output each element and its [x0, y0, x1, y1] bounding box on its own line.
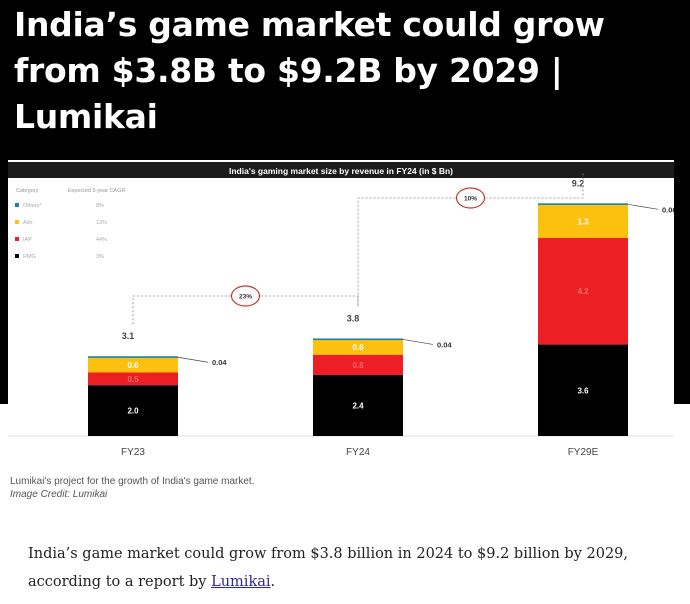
legend-label-rmg: RMG — [23, 254, 36, 260]
legend-header-cagr: Expected 5-year CAGR — [68, 188, 125, 194]
legend-label-iap: IAP — [23, 237, 32, 243]
legend-cagr-rmg: 3% — [96, 254, 104, 260]
data-label-others-fy24: 0.04 — [437, 340, 452, 349]
total-label-fy24: 3.8 — [347, 313, 360, 323]
headline: India’s game market could grow from $3.8… — [14, 5, 605, 136]
data-label-ads-fy23: 0.6 — [127, 361, 139, 370]
x-tick-label-fy24: FY24 — [346, 447, 370, 458]
cagr-label-0: 23% — [239, 294, 252, 301]
plot-area: 2.0 0.5 0.6 0.04 3.1 FY23 2.4 0.8 0.6 0.04 3.8 FY24… — [8, 171, 674, 458]
data-label-others-fy29e: 0.06 — [662, 205, 674, 214]
legend: Others* 8% Ads 13% IAP 44% RMG 3% — [15, 203, 107, 260]
callout-line-others-fy29e — [627, 203, 659, 210]
bar-segment-iap-fy24 — [313, 354, 403, 376]
bar-segment-iap-fy23 — [88, 372, 178, 386]
body-text-before: India’s game market could grow from $3.8… — [28, 546, 629, 590]
x-tick-label-fy23: FY23 — [121, 447, 145, 458]
chart-figure: India's gaming market size by revenue in… — [8, 160, 674, 470]
lumikai-link[interactable]: Lumikai — [211, 574, 271, 590]
legend-swatch-ads — [15, 220, 19, 224]
bar-segment-rmg-fy24 — [313, 375, 403, 436]
data-label-ads-fy24: 0.6 — [352, 343, 364, 352]
total-label-fy23: 3.1 — [122, 331, 135, 341]
data-label-rmg-fy23: 2.0 — [127, 407, 139, 416]
legend-header-category: Category — [16, 188, 39, 194]
body-paragraph: India’s game market could grow from $3.8… — [28, 540, 668, 596]
bar-segment-others-fy23 — [88, 356, 178, 358]
cagr-label-1: 10% — [464, 196, 477, 203]
legend-label-ads: Ads — [23, 220, 33, 226]
legend-cagr-iap: 44% — [96, 237, 107, 243]
bar-segment-ads-fy24 — [313, 339, 403, 355]
bar-segment-others-fy29e — [538, 203, 628, 205]
data-label-rmg-fy29e: 3.6 — [577, 386, 589, 395]
callout-line-others-fy23 — [177, 356, 209, 363]
legend-swatch-rmg — [15, 254, 19, 258]
total-label-fy29e: 9.2 — [572, 178, 585, 188]
legend-label-others: Others* — [23, 203, 43, 209]
bar-segment-rmg-fy29e — [538, 344, 628, 436]
cagr-circle-0 — [230, 285, 261, 307]
bar-segment-ads-fy29e — [538, 204, 628, 238]
legend-cagr-others: 8% — [96, 203, 104, 209]
data-label-ads-fy29e: 1.3 — [577, 217, 589, 226]
x-tick-label-fy29e: FY29E — [568, 447, 599, 458]
bar-chart: India's gaming market size by revenue in… — [8, 162, 674, 458]
image-credit: Image Credit: Lumikai — [10, 489, 108, 500]
cagr-circle-1 — [455, 187, 486, 209]
data-label-iap-fy24: 0.8 — [352, 361, 364, 370]
bar-segment-others-fy24 — [313, 338, 403, 341]
figure-caption: Lumikai's project for the growth of Indi… — [10, 475, 254, 501]
data-label-iap-fy23: 0.5 — [127, 375, 139, 384]
bar-segment-ads-fy23 — [88, 357, 178, 373]
data-label-others-fy23: 0.04 — [212, 358, 227, 367]
chart-title-bar — [8, 162, 674, 178]
data-label-iap-fy29e: 4.2 — [577, 287, 589, 296]
callout-line-others-fy24 — [402, 339, 434, 345]
body-text-after: . — [270, 574, 276, 590]
bar-segment-iap-fy29e — [538, 237, 628, 345]
legend-swatch-others — [15, 203, 19, 207]
bar-segment-rmg-fy23 — [88, 385, 178, 436]
data-label-rmg-fy24: 2.4 — [352, 402, 364, 411]
legend-swatch-iap — [15, 237, 19, 241]
caption-text: Lumikai's project for the growth of Indi… — [10, 476, 255, 487]
chart-title: India's gaming market size by revenue in… — [229, 166, 453, 176]
legend-cagr-ads: 13% — [96, 220, 107, 226]
